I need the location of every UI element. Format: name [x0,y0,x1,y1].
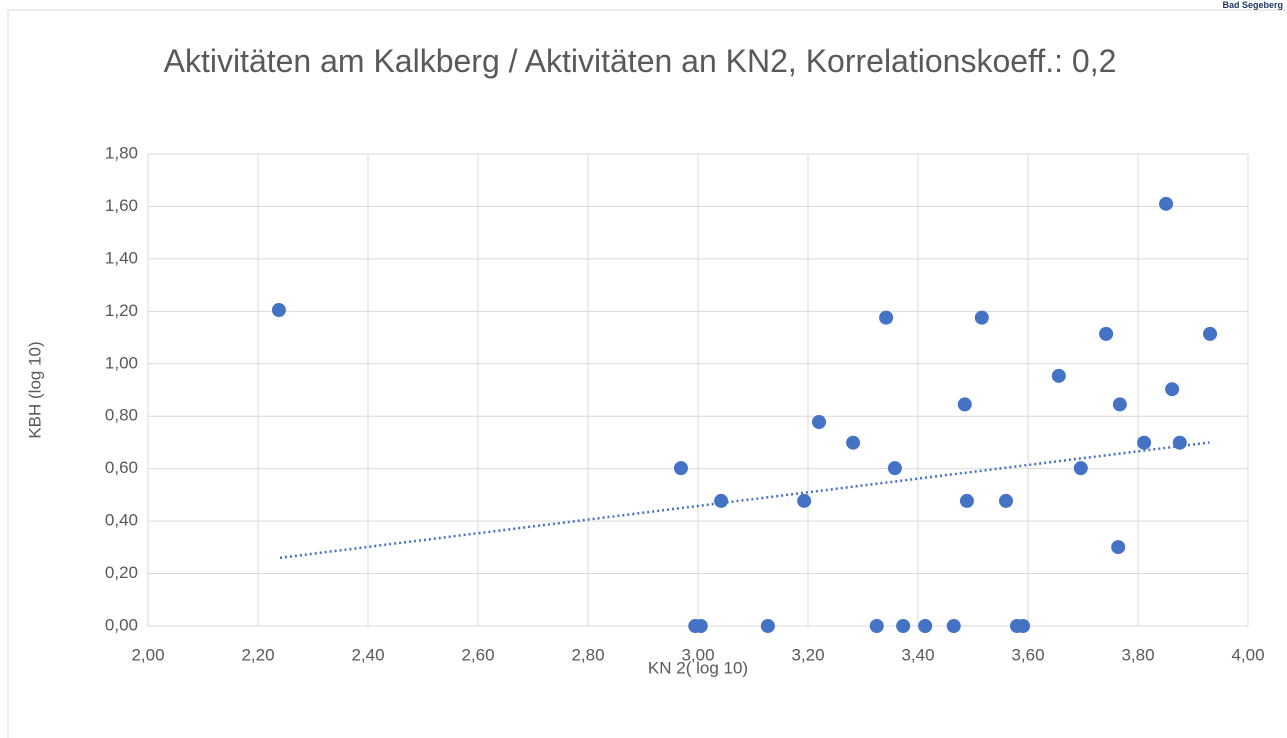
point [879,310,894,325]
point [1159,196,1174,211]
x-tick-label: 2,40 [351,645,384,664]
y-tick-label: 0,80 [105,406,138,425]
point [1073,461,1088,476]
y-tick-label: 0,20 [105,563,138,582]
chart-frame [7,9,1287,738]
x-tick-label: 3,80 [1121,645,1154,664]
point [673,461,688,476]
point [797,493,812,508]
point [1165,382,1180,397]
point [812,414,826,429]
point [846,435,861,450]
point [760,619,775,633]
x-tick-label: 2,80 [571,645,604,664]
x-tick-label: 4,00 [1231,645,1264,664]
x-tick-label: 2,60 [461,645,494,664]
x-axis-label: KN 2( log 10) [648,658,748,677]
x-tick-label: 2,00 [131,645,164,664]
point [957,397,972,412]
point [887,461,902,476]
point [271,303,286,318]
x-tick-label: 3,60 [1011,645,1044,664]
x-tick-label: 3,20 [791,645,824,664]
point [896,619,911,633]
y-tick-label: 1,80 [105,143,138,162]
chart-title: Aktivitäten am Kalkberg / Aktivitäten an… [163,43,1117,79]
point [946,619,961,633]
y-axis-label: KBH (log 10) [25,341,44,438]
x-tick-label: 3,00 [681,645,714,664]
y-tick-label: 1,60 [105,196,138,215]
point [1016,619,1031,633]
point [1112,397,1127,412]
point [1203,326,1218,341]
point [869,619,884,633]
point [714,493,729,508]
x-tick-label: 3,40 [901,645,934,664]
point [1051,368,1066,383]
y-tick-label: 1,20 [105,301,138,320]
y-tick-label: 0,60 [105,458,138,477]
point [1111,540,1126,555]
point [1137,435,1152,450]
y-tick-label: 0,40 [105,511,138,530]
y-tick-label: 1,40 [105,248,138,267]
point [918,619,933,633]
point [959,493,974,508]
point [1172,435,1187,450]
trendline [279,441,1210,560]
y-tick-label: 0,00 [105,615,138,634]
x-tick-label: 2,20 [241,645,274,664]
point [1099,326,1114,341]
point [974,310,989,325]
point [999,493,1013,508]
y-tick-label: 1,00 [105,353,138,372]
point [693,619,708,633]
logo: Bad Segeberg [1222,0,1283,10]
